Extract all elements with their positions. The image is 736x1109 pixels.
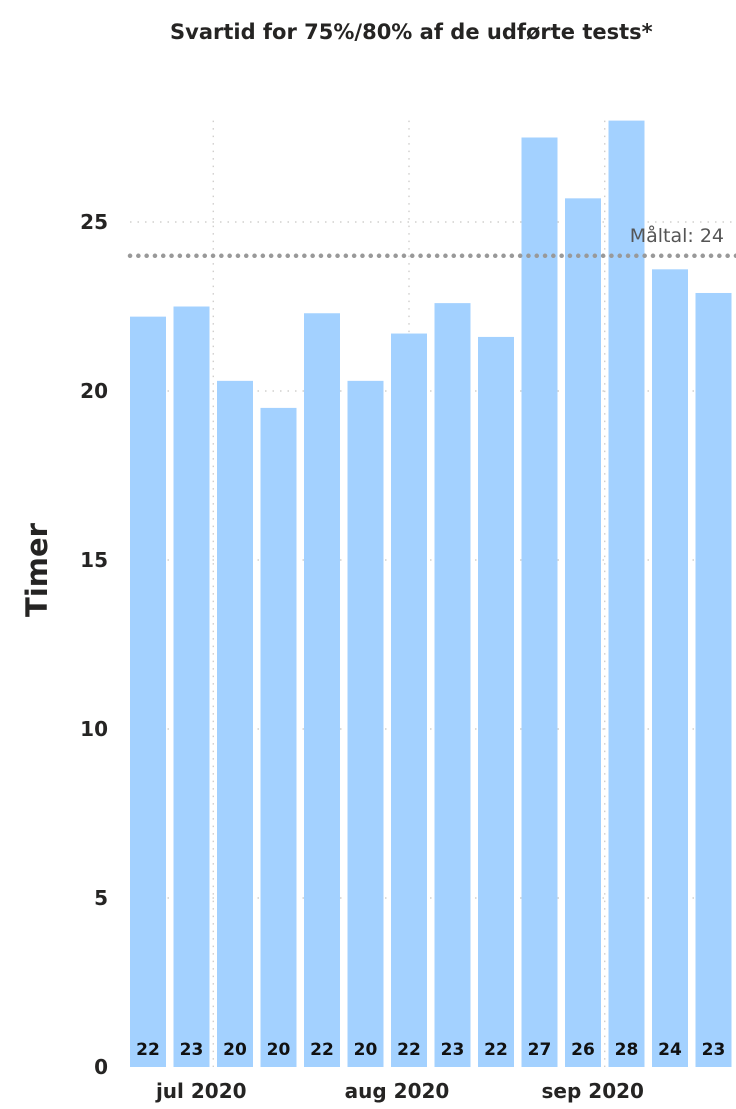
data-label-11: 28 [615, 1040, 639, 1060]
data-label-13: 23 [702, 1040, 726, 1060]
y-tick-label-5: 5 [94, 886, 108, 910]
bar-series [130, 120, 732, 1068]
bar-13[interactable] [695, 292, 732, 1068]
bar-7[interactable] [434, 303, 471, 1067]
bar-3[interactable] [260, 407, 297, 1067]
bar-11[interactable] [608, 120, 645, 1068]
bar-5[interactable] [347, 380, 384, 1067]
y-tick-label-15: 15 [80, 548, 108, 572]
bar-6[interactable] [391, 333, 427, 1067]
data-label-6: 22 [397, 1040, 421, 1060]
y-tick-label-25: 25 [80, 210, 108, 234]
x-tick-label-2: sep 2020 [542, 1079, 644, 1103]
bar-1[interactable] [173, 306, 210, 1068]
x-axis: jul 2020 aug 2020 sep 2020 [155, 1079, 644, 1103]
data-label-1: 23 [180, 1040, 204, 1060]
chart-title: Svartid for 75%/80% af de udførte tests* [170, 20, 653, 44]
target-line-group: Måltal: 24 [127, 224, 736, 259]
data-label-8: 22 [484, 1040, 508, 1060]
bar-9[interactable] [521, 137, 558, 1068]
bar-4[interactable] [304, 313, 340, 1067]
y-tick-label-10: 10 [80, 717, 108, 741]
data-labels: 22 23 20 20 22 20 22 23 22 27 26 28 24 23 [136, 1040, 725, 1060]
bar-2[interactable] [217, 380, 253, 1067]
bar-0[interactable] [130, 316, 166, 1067]
data-label-3: 20 [267, 1040, 291, 1060]
data-label-12: 24 [658, 1040, 682, 1060]
data-label-0: 22 [136, 1040, 160, 1060]
data-label-10: 26 [571, 1040, 595, 1060]
data-label-9: 27 [528, 1040, 552, 1060]
data-label-5: 20 [354, 1040, 378, 1060]
bar-8[interactable] [478, 336, 514, 1067]
bar-10[interactable] [565, 198, 601, 1068]
y-axis: 0 5 10 15 20 25 [80, 210, 108, 1079]
x-tick-label-1: aug 2020 [345, 1079, 450, 1103]
target-line-label: Måltal: 24 [630, 224, 724, 247]
data-label-7: 23 [441, 1040, 465, 1060]
data-label-2: 20 [223, 1040, 247, 1060]
x-tick-label-0: jul 2020 [155, 1079, 247, 1103]
y-tick-label-20: 20 [80, 379, 108, 403]
data-label-4: 22 [310, 1040, 334, 1060]
y-tick-label-0: 0 [94, 1055, 108, 1079]
bar-12[interactable] [652, 269, 688, 1067]
